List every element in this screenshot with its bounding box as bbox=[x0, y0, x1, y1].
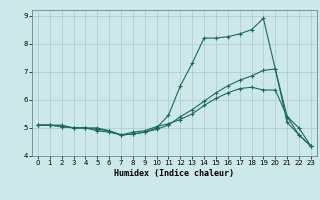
X-axis label: Humidex (Indice chaleur): Humidex (Indice chaleur) bbox=[115, 169, 234, 178]
